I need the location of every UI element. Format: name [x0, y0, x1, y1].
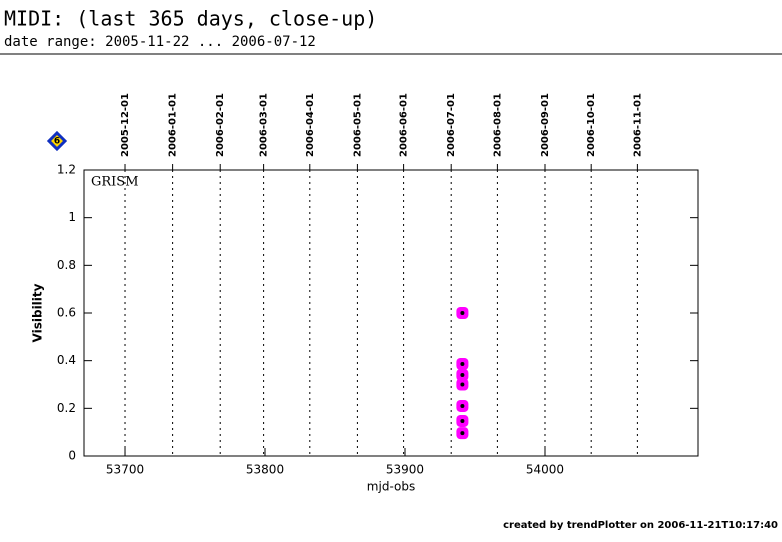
y-tick-label: 1 — [68, 210, 76, 224]
date-label: 2006-05-01 — [352, 93, 363, 157]
x-tick-label: 54000 — [526, 463, 564, 477]
y-tick-label: 1.2 — [57, 163, 76, 177]
point-center — [460, 418, 465, 423]
date-label: 2006-04-01 — [305, 93, 316, 157]
point-center — [460, 362, 465, 367]
date-label: 2006-10-01 — [586, 93, 597, 157]
plot-frame — [83, 169, 699, 457]
point-center — [460, 382, 465, 387]
date-label: 2006-08-01 — [492, 93, 503, 157]
x-tick-label: 53700 — [106, 463, 144, 477]
date-label: 2005-12-01 — [120, 93, 131, 157]
date-label: 2006-07-01 — [446, 93, 457, 157]
y-tick-label: 0.6 — [57, 306, 76, 320]
x-axis-label: mjd-obs — [367, 480, 415, 494]
x-tick-label: 53900 — [386, 463, 424, 477]
annotation: GRISM — [91, 175, 139, 190]
badge-icon — [46, 130, 68, 152]
date-label: 2006-09-01 — [540, 93, 551, 157]
y-tick-label: 0.8 — [57, 258, 76, 272]
footer: created by trendPlotter on 2006-11-21T10… — [503, 520, 778, 531]
point-center — [460, 403, 465, 408]
x-tick-label: 53800 — [246, 463, 284, 477]
date-label: 2006-06-01 — [399, 93, 410, 157]
y-tick-label: 0 — [68, 449, 76, 463]
y-axis-label: Visibility — [31, 283, 45, 342]
date-label: 2006-03-01 — [259, 93, 270, 157]
chart-subtitle: date range: 2005-11-22 ... 2006-07-12 — [4, 34, 316, 50]
badge-text: 6 — [54, 137, 60, 147]
date-label: 2006-02-01 — [215, 93, 226, 157]
y-tick-label: 0.2 — [57, 401, 76, 415]
chart-title: MIDI: (last 365 days, close-up) — [4, 7, 377, 31]
date-label: 2006-11-01 — [632, 93, 643, 157]
point-center — [460, 431, 465, 436]
y-tick-label: 0.4 — [57, 353, 76, 367]
date-label: 2006-01-01 — [168, 93, 179, 157]
point-center — [460, 372, 465, 377]
point-center — [460, 311, 465, 315]
